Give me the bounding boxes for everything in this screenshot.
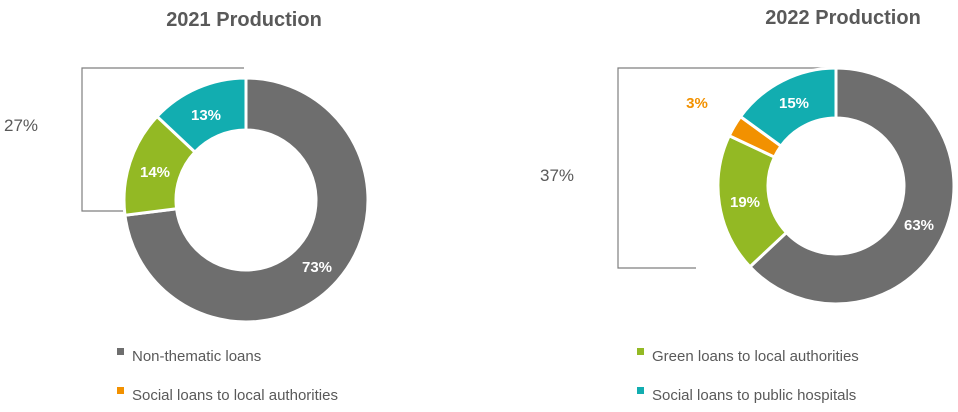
slice-label-2022-social-local: 3% [686,95,708,112]
bracket-label-2021: 27% [4,116,38,135]
legend-swatch-hospitals [637,387,644,394]
legend-label-non-thematic: Non-thematic loans [132,348,261,365]
bracket-line-2021 [81,67,244,212]
donut-slice-1-0 [747,66,956,306]
slice-label-2021-hospitals: 13% [191,107,221,124]
donut-2022 [716,66,956,306]
bracket-line-2022 [617,67,838,269]
donut-slice-0-0 [123,76,370,324]
slice-label-2022-non-thematic: 63% [904,217,934,234]
legend-label-hospitals: Social loans to public hospitals [652,387,856,404]
legend-swatch-green [637,348,644,355]
legend-label-green: Green loans to local authorities [652,348,859,365]
donut-slice-1-3 [738,66,838,149]
donut-slice-0-2 [154,76,248,155]
legend-label-social-local: Social loans to local authorities [132,387,338,404]
chart-title-2022: 2022 Production [765,7,921,29]
bracket-label-2022: 37% [540,166,574,185]
legend-swatch-non-thematic [117,348,124,355]
donut-2021 [122,76,370,324]
legend-swatch-social-local [117,387,124,394]
chart-title-2021: 2021 Production [166,9,322,31]
slice-label-2022-green: 19% [730,194,760,211]
slice-label-2022-hospitals: 15% [779,95,809,112]
slice-label-2021-non-thematic: 73% [302,259,332,276]
slice-label-2021-green: 14% [140,164,170,181]
